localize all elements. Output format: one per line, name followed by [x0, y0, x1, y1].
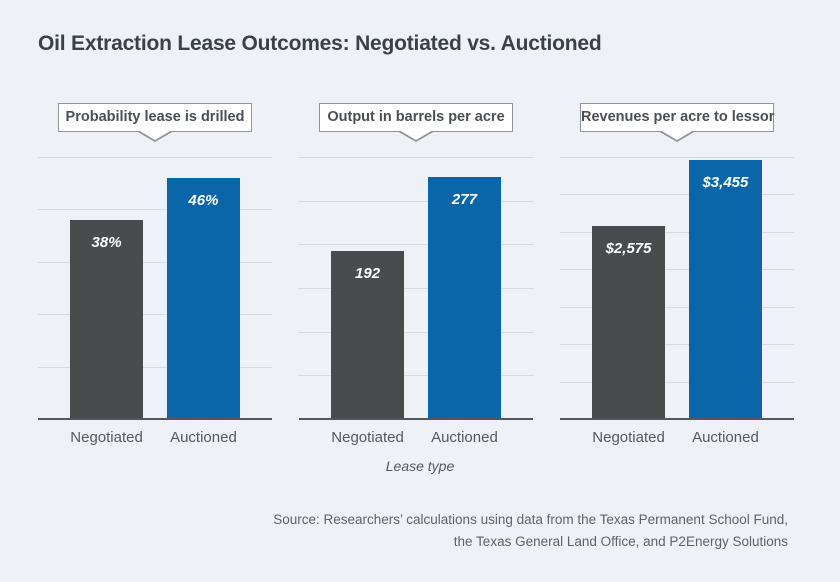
- bar-negotiated: 38%: [70, 219, 144, 419]
- gridline: [299, 288, 533, 289]
- plot-area: 192 277: [299, 157, 533, 420]
- panel-title-callout: Revenues per acre to lessor: [580, 103, 775, 142]
- category-label-auctioned: Auctioned: [431, 429, 498, 446]
- panel-title-callout: Probability lease is drilled: [58, 103, 252, 142]
- panel-title: Output in barrels per acre: [327, 109, 505, 125]
- gridline: [560, 194, 794, 196]
- x-axis-line: [299, 418, 533, 420]
- category-label-negotiated: Negotiated: [592, 429, 665, 446]
- plot-area: 38% 46%: [38, 157, 272, 420]
- gridline: [560, 306, 794, 308]
- gridline: [299, 244, 533, 246]
- x-axis-line: [38, 418, 272, 420]
- category-label-auctioned: Auctioned: [692, 429, 759, 446]
- x-axis-line: [560, 418, 794, 420]
- gridline: [38, 261, 272, 263]
- gridline: [299, 331, 533, 333]
- chart-panels-row: Probability lease is drilled 38% 46% Negoti…: [38, 103, 794, 455]
- bar-value-label: 46%: [188, 192, 219, 209]
- callout-notch-fill: [660, 130, 694, 140]
- bar-negotiated: 192: [331, 251, 405, 419]
- gridline: [299, 200, 533, 202]
- x-axis-title: Lease type: [385, 458, 455, 474]
- gridline: [38, 366, 272, 368]
- page-title: Oil Extraction Lease Outcomes: Negotiate…: [38, 32, 602, 55]
- source-line-1: Source: Researchers’ calculations using …: [273, 512, 788, 527]
- source-note: Source: Researchers’ calculations using …: [188, 509, 788, 553]
- bar-value-label: $3,455: [702, 174, 749, 192]
- bar-auctioned: 277: [427, 177, 501, 419]
- chart-panel-3: Revenues per acre to lessor $2,575 $3,455 N…: [560, 103, 794, 455]
- plot-area: $2,575 $3,455: [560, 157, 794, 420]
- category-label-negotiated: Negotiated: [70, 429, 143, 446]
- source-line-2: the Texas General Land Office, and P2Ene…: [453, 534, 788, 549]
- gridline: [560, 157, 794, 158]
- gridline: [560, 381, 794, 383]
- category-label-auctioned: Auctioned: [170, 429, 237, 446]
- category-label-negotiated: Negotiated: [331, 429, 404, 446]
- gridline: [299, 375, 533, 377]
- gridline: [38, 314, 272, 316]
- gridline: [560, 344, 794, 346]
- gridline: [560, 269, 794, 271]
- bar-value-label: 38%: [91, 233, 122, 251]
- callout-notch-fill: [399, 130, 433, 140]
- chart-panel-1: Probability lease is drilled 38% 46% Negoti…: [38, 103, 272, 455]
- bar-value-label: $2,575: [605, 240, 652, 258]
- bar-value-label: 277: [451, 191, 477, 209]
- panel-title-callout: Output in barrels per acre: [319, 103, 513, 142]
- panel-title: Revenues per acre to lessor: [581, 109, 775, 125]
- bar-negotiated: $2,575: [592, 226, 666, 419]
- gridline: [38, 157, 272, 158]
- gridline: [38, 209, 272, 211]
- gridline: [299, 157, 533, 158]
- bar-auctioned: 46%: [166, 178, 240, 419]
- bar-auctioned: $3,455: [688, 160, 762, 419]
- chart-panel-2: Output in barrels per acre 192 277 Negotiat…: [299, 103, 533, 455]
- panel-title: Probability lease is drilled: [65, 109, 245, 125]
- bar-value-label: 192: [355, 265, 381, 283]
- callout-notch-fill: [138, 130, 172, 140]
- gridline: [560, 231, 794, 233]
